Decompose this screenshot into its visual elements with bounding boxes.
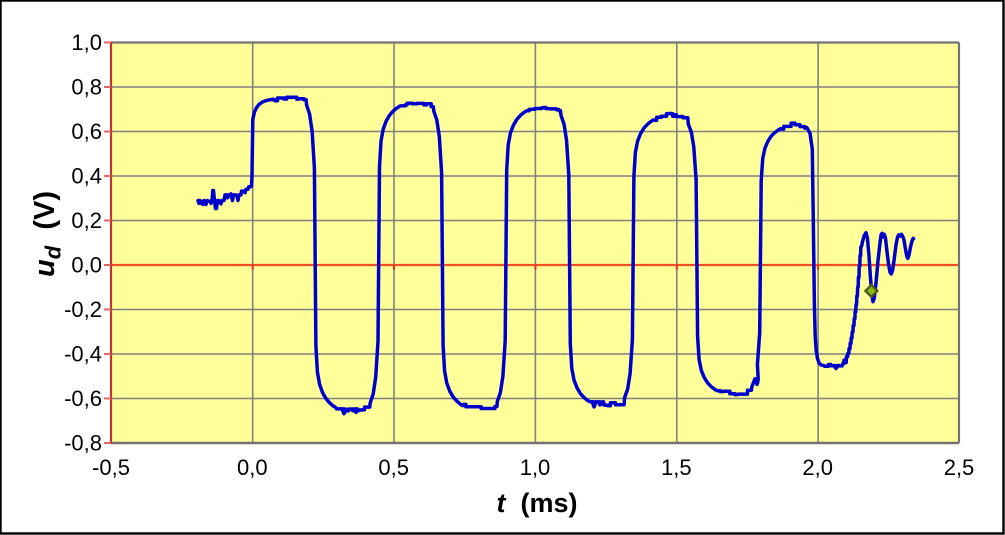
svg-text:ud (V): ud (V) <box>29 191 66 277</box>
svg-text:0,4: 0,4 <box>71 164 102 189</box>
svg-text:0,5: 0,5 <box>378 455 409 480</box>
svg-text:-0,2: -0,2 <box>64 297 102 322</box>
svg-text:1,0: 1,0 <box>520 455 551 480</box>
svg-text:-0,6: -0,6 <box>64 386 102 411</box>
svg-text:1,5: 1,5 <box>661 455 692 480</box>
svg-text:0,0: 0,0 <box>237 455 268 480</box>
svg-text:0,0: 0,0 <box>71 253 102 278</box>
svg-text:0,8: 0,8 <box>71 75 102 100</box>
svg-text:-0,8: -0,8 <box>64 431 102 456</box>
svg-text:t (ms): t (ms) <box>496 488 577 518</box>
svg-text:-0,4: -0,4 <box>64 342 102 367</box>
svg-text:-0,5: -0,5 <box>92 455 130 480</box>
svg-text:2,0: 2,0 <box>802 455 833 480</box>
svg-text:0,2: 0,2 <box>71 208 102 233</box>
svg-text:2,5: 2,5 <box>944 455 975 480</box>
svg-text:1,0: 1,0 <box>71 30 102 55</box>
svg-text:0,6: 0,6 <box>71 119 102 144</box>
